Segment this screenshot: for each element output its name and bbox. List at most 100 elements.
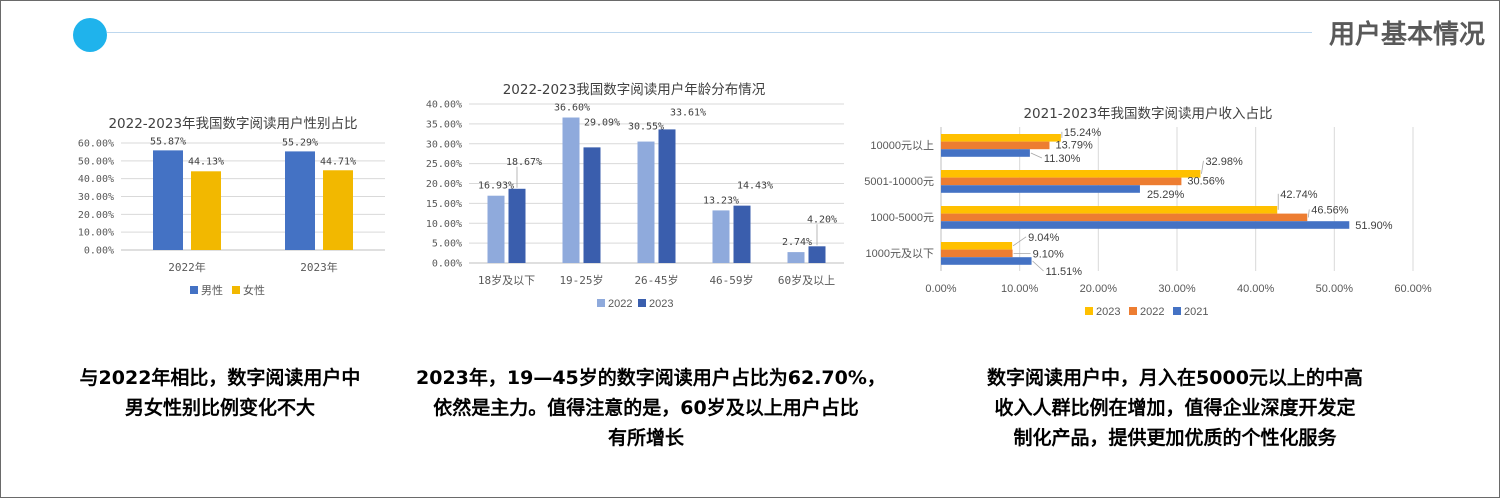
legend-swatch — [1085, 307, 1093, 315]
bar — [583, 147, 601, 263]
x-tick-label: 2023年 — [300, 260, 338, 274]
y-tick-label: 1000-5000元 — [870, 212, 934, 224]
data-label: 55.87% — [150, 136, 186, 147]
bar — [787, 252, 805, 263]
data-label: 42.74% — [1280, 189, 1318, 201]
y-tick-label: 30.00% — [78, 192, 114, 203]
age-caption: 2023年，19—45岁的数字阅读用户占比为62.70%， 依然是主力。值得注意… — [416, 363, 886, 453]
legend-label: 2022 — [608, 298, 632, 310]
bar — [658, 129, 676, 263]
data-label: 32.98% — [1205, 156, 1243, 168]
x-tick-label: 26-45岁 — [634, 273, 678, 287]
bar — [733, 205, 751, 263]
legend-label: 女性 — [243, 283, 265, 297]
bar — [487, 195, 505, 263]
leader-line — [1307, 209, 1310, 218]
y-tick-label: 10000元以上 — [870, 139, 934, 152]
bar — [941, 134, 1061, 142]
bar — [637, 141, 655, 263]
caption-line: 收入人群比例在增加，值得企业深度开发定 — [994, 397, 1356, 419]
data-label: 30.55% — [628, 122, 664, 133]
x-tick-label: 40.00% — [1237, 283, 1275, 295]
data-label: 2.74% — [782, 237, 812, 248]
chart-title: 2022-2023我国数字阅读用户年龄分布情况 — [503, 81, 766, 98]
data-label: 55.29% — [282, 137, 318, 148]
data-label: 11.30% — [1044, 153, 1081, 165]
bar — [941, 221, 1350, 229]
data-label: 4.20% — [807, 214, 837, 225]
data-label: 36.60% — [554, 103, 590, 114]
legend-label: 2023 — [649, 298, 673, 310]
bar — [941, 242, 1013, 250]
income-caption: 数字阅读用户中，月入在5000元以上的中高 收入人群比例在增加，值得企业深度开发… — [945, 363, 1405, 453]
data-label: 30.56% — [1187, 175, 1225, 187]
y-tick-label: 40.00% — [426, 100, 462, 111]
data-label: 9.04% — [1028, 232, 1059, 244]
leader-line — [1201, 160, 1204, 174]
bar — [941, 257, 1032, 265]
data-label: 25.29% — [1147, 189, 1185, 201]
bar — [323, 170, 353, 250]
x-tick-label: 18岁及以下 — [478, 273, 535, 287]
bar — [941, 206, 1278, 214]
age-chart: 2022-2023我国数字阅读用户年龄分布情况 0.00% 5.00% 10.00% 1… — [426, 81, 844, 310]
bar — [285, 151, 315, 250]
data-label: 51.90% — [1355, 220, 1393, 232]
x-tick-label: 60.00% — [1394, 283, 1432, 295]
income-chart: 2021-2023年我国数字阅读用户收入占比 0.00% 10.00% 20.00% 3… — [864, 105, 1432, 318]
header-divider-line — [107, 32, 1312, 33]
bar — [808, 246, 826, 263]
bar — [712, 210, 730, 263]
legend-swatch — [1173, 307, 1181, 315]
bar — [941, 213, 1308, 222]
y-tick-label: 15.00% — [426, 199, 462, 210]
leader-line — [1012, 236, 1027, 247]
y-tick-label: 0.00% — [432, 259, 462, 270]
x-tick-label: 50.00% — [1316, 283, 1354, 295]
x-tick-label: 46-59岁 — [709, 273, 753, 287]
x-tick-label: 30.00% — [1158, 283, 1196, 295]
x-tick-label: 20.00% — [1080, 283, 1118, 295]
x-tick-label: 0.00% — [925, 283, 956, 295]
bar — [191, 171, 221, 250]
bar — [941, 170, 1201, 178]
bar — [508, 188, 526, 263]
x-tick-label: 60岁及以上 — [778, 273, 835, 287]
y-tick-label: 35.00% — [426, 119, 462, 130]
legend-label: 2021 — [1184, 306, 1208, 318]
data-label: 33.61% — [670, 107, 706, 118]
gender-caption: 与2022年相比，数字阅读用户中 男女性别比例变化不大 — [20, 363, 420, 423]
legend-label: 2022 — [1140, 306, 1164, 318]
data-label: 16.93% — [478, 181, 514, 192]
legend-swatch — [232, 286, 240, 294]
legend-swatch — [638, 299, 646, 307]
bar — [941, 185, 1140, 193]
y-tick-label: 0.00% — [84, 246, 114, 257]
leader-line — [1030, 152, 1043, 159]
data-label: 18.67% — [506, 157, 542, 168]
bar — [941, 177, 1182, 186]
data-label: 44.13% — [188, 156, 224, 167]
bar — [941, 149, 1030, 157]
bar — [562, 117, 580, 263]
bar — [153, 150, 183, 250]
accent-dot — [73, 18, 107, 52]
y-tick-label: 60.00% — [78, 139, 114, 150]
data-label: 29.09% — [584, 117, 620, 128]
chart-title: 2021-2023年我国数字阅读用户收入占比 — [1023, 105, 1272, 122]
data-label: 15.24% — [1064, 127, 1102, 139]
y-tick-label: 1000元及以下 — [866, 248, 934, 260]
caption-line: 有所增长 — [607, 427, 684, 449]
y-tick-label: 25.00% — [426, 159, 462, 170]
data-label: 13.23% — [703, 195, 739, 206]
data-label: 9.10% — [1033, 248, 1064, 260]
bar — [941, 249, 1013, 258]
caption-line: 制化产品，提供更加优质的个性化服务 — [1013, 427, 1337, 449]
page-title: 用户基本情况 — [1328, 20, 1485, 50]
y-tick-label: 5.00% — [432, 239, 462, 250]
y-tick-label: 40.00% — [78, 174, 114, 185]
y-tick-label: 30.00% — [426, 139, 462, 150]
legend-label: 2023 — [1096, 306, 1120, 318]
y-tick-label: 5001-10000元 — [864, 176, 934, 188]
